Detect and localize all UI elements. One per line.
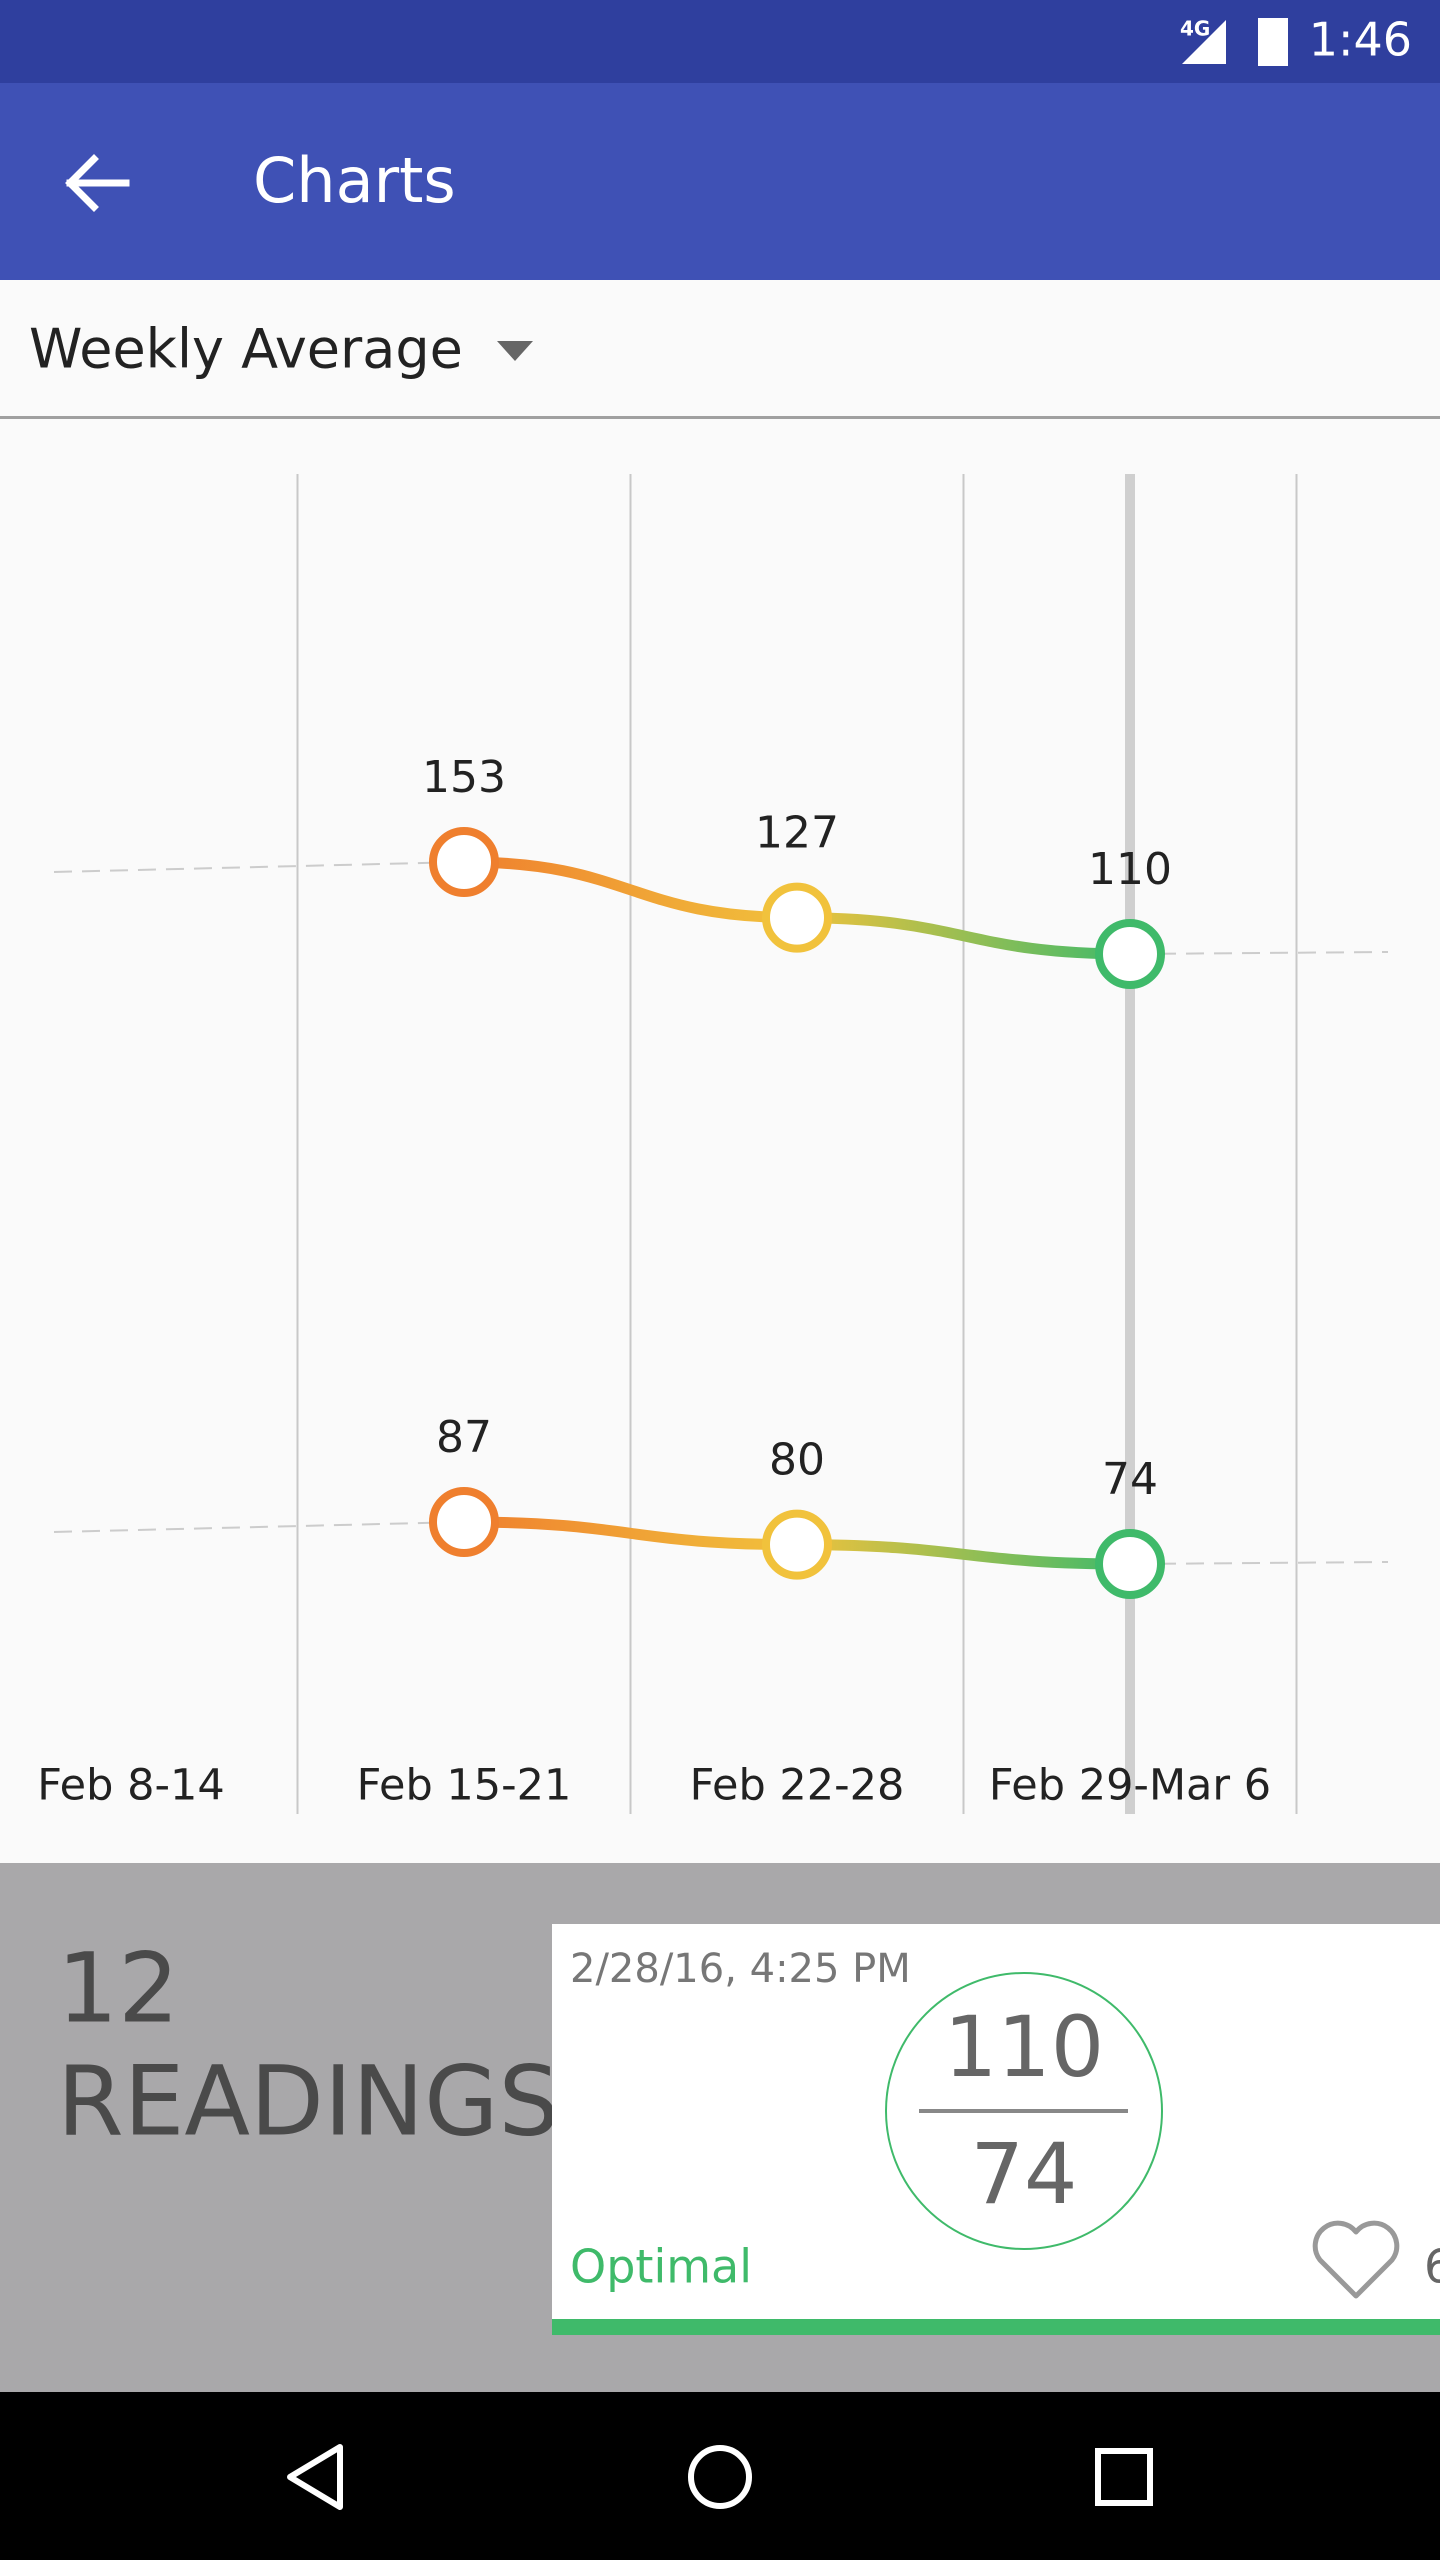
- reading-circle: [885, 1972, 1163, 2250]
- status-bar-indicator: [552, 2319, 1440, 2335]
- battery-icon: [1258, 18, 1288, 66]
- guide-line: [1129, 951, 1389, 955]
- data-label: 110: [1088, 844, 1172, 895]
- data-label: 80: [769, 1435, 825, 1486]
- dropdown-label[interactable]: Weekly Average: [29, 318, 463, 381]
- guide-line: [1129, 1561, 1389, 1565]
- chart: Feb 8-14 Feb 15-21 Feb 22-28 Feb 29-Mar 6 15…: [37, 474, 1389, 1814]
- back-button[interactable]: [65, 154, 130, 212]
- signal-icon: [1182, 20, 1226, 64]
- data-point: [1095, 919, 1165, 989]
- nav-bar: [0, 2392, 1440, 2560]
- clock: 1:46: [1309, 13, 1412, 67]
- data-label: 87: [436, 1412, 492, 1463]
- readings-label: READINGS: [57, 2045, 559, 2157]
- reading-date: 2/28/16, 4:25 PM: [570, 1946, 911, 1992]
- app-bar: [0, 83, 1440, 280]
- card-bg[interactable]: [552, 1924, 1440, 2335]
- reading-systolic: 110: [944, 1998, 1104, 2096]
- x-tick-label: Feb 8-14: [37, 1761, 224, 1811]
- nav-back[interactable]: [287, 2444, 343, 2510]
- reading-card[interactable]: 2/28/16, 4:25 PM 110 74 Optimal 6: [552, 1924, 1440, 2335]
- reading-status: Optimal: [570, 2240, 752, 2294]
- dropdown-arrow[interactable]: [497, 341, 533, 361]
- guide-line: [53, 1521, 465, 1533]
- data-label: 153: [422, 752, 506, 803]
- x-tick-label: Feb 15-21: [357, 1761, 572, 1811]
- x-tick-label: Feb 29-Mar 6: [989, 1761, 1271, 1811]
- nav-recents[interactable]: [1095, 2448, 1153, 2506]
- like-count: 6: [1424, 2240, 1440, 2294]
- selected-column: [1125, 474, 1135, 1814]
- data-point: [762, 882, 832, 953]
- data-label: 127: [755, 808, 839, 859]
- dropdown-bar[interactable]: [0, 280, 1440, 418]
- data-point: [762, 1509, 832, 1580]
- data-point: [429, 827, 499, 897]
- data-point: [429, 1487, 499, 1557]
- like-button[interactable]: [1312, 2220, 1400, 2299]
- data-point: [1095, 1529, 1165, 1599]
- divider: [0, 416, 1440, 419]
- app-title: Charts: [253, 144, 456, 217]
- status-bar: [0, 0, 1440, 83]
- nav-home[interactable]: [688, 2445, 752, 2509]
- data-label: 74: [1102, 1454, 1158, 1505]
- readings-count: 12: [57, 1932, 179, 2044]
- reading-diastolic: 74: [971, 2125, 1078, 2223]
- guide-line: [53, 861, 465, 873]
- network-label: 4G: [1180, 17, 1210, 41]
- x-tick-label: Feb 22-28: [690, 1761, 905, 1811]
- chart-area: [0, 419, 1440, 1863]
